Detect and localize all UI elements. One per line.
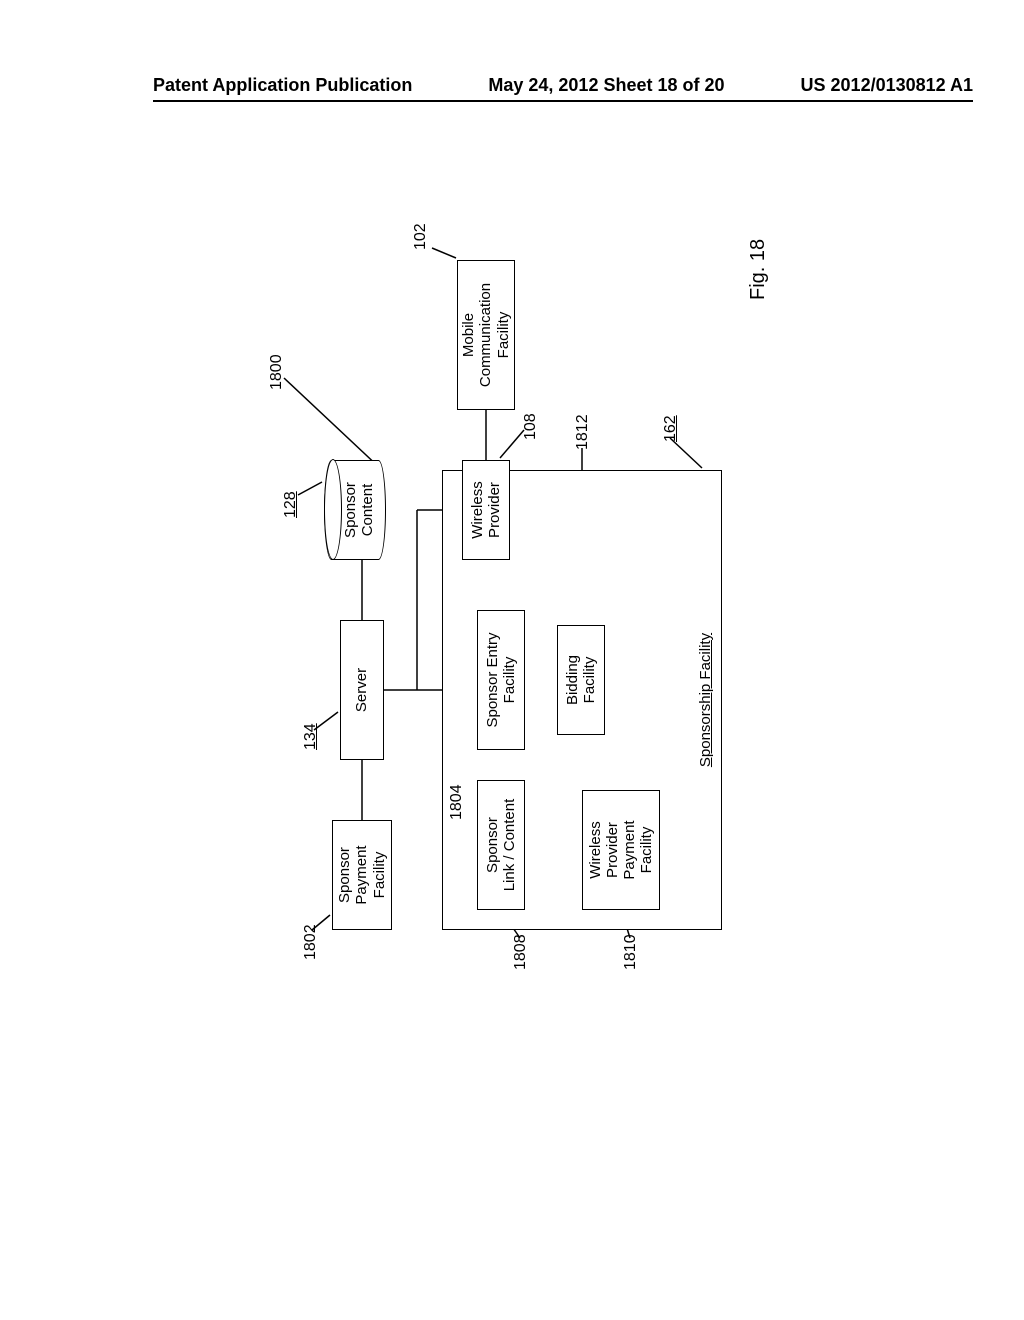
page-header: Patent Application Publication May 24, 2… (153, 75, 973, 102)
leader (670, 438, 702, 468)
node-label: Wireless Provider (469, 481, 504, 539)
ref-1802: 1802 (302, 924, 320, 960)
node-label: Sponsor Link / Content (484, 799, 519, 892)
node-server: Server (340, 620, 384, 760)
node-sponsor-entry: Sponsor Entry Facility (477, 610, 525, 750)
ref-102: 102 (412, 223, 430, 250)
ref-108: 108 (522, 413, 540, 440)
ref-1808: 1808 (512, 934, 530, 970)
node-label: Server (353, 668, 370, 712)
node-label: Bidding Facility (564, 655, 599, 705)
ref-134: 134 (302, 723, 320, 750)
node-label: Sponsor Payment Facility (336, 845, 388, 904)
node-sponsor-content: Sponsor Content (324, 460, 386, 560)
ref-128: 128 (282, 491, 300, 518)
diagram-canvas: Sponsorship Facility Sponsor Payment Fac… (262, 210, 762, 950)
node-sponsor-payment: Sponsor Payment Facility (332, 820, 392, 930)
ref-162: 162 (662, 415, 680, 442)
node-label: Sponsor Entry Facility (484, 632, 519, 727)
node-wp-payment: Wireless Provider Payment Facility (582, 790, 660, 910)
diagram-rotated-wrapper: Sponsorship Facility Sponsor Payment Fac… (262, 210, 762, 950)
node-label: Wireless Provider Payment Facility (587, 820, 656, 879)
leader (432, 248, 456, 258)
ref-1804: 1804 (448, 784, 466, 820)
ref-1812: 1812 (574, 414, 592, 450)
node-label: Sponsor Content (342, 482, 377, 538)
node-mobile-communication: Mobile Communication Facility (457, 260, 515, 410)
ref-1810: 1810 (622, 934, 640, 970)
header-center: May 24, 2012 Sheet 18 of 20 (488, 75, 724, 96)
leader (298, 482, 322, 495)
node-wireless-provider: Wireless Provider (462, 460, 510, 560)
header-left: Patent Application Publication (153, 75, 412, 96)
leader (500, 430, 524, 458)
node-bidding: Bidding Facility (557, 625, 605, 735)
leader (284, 378, 382, 470)
header-right: US 2012/0130812 A1 (801, 75, 973, 96)
node-label: Mobile Communication Facility (460, 283, 512, 387)
node-label: Sponsorship Facility (697, 633, 714, 767)
node-sponsor-link-content: Sponsor Link / Content (477, 780, 525, 910)
ref-1800: 1800 (268, 354, 286, 390)
figure-caption: Fig. 18 (747, 239, 770, 300)
